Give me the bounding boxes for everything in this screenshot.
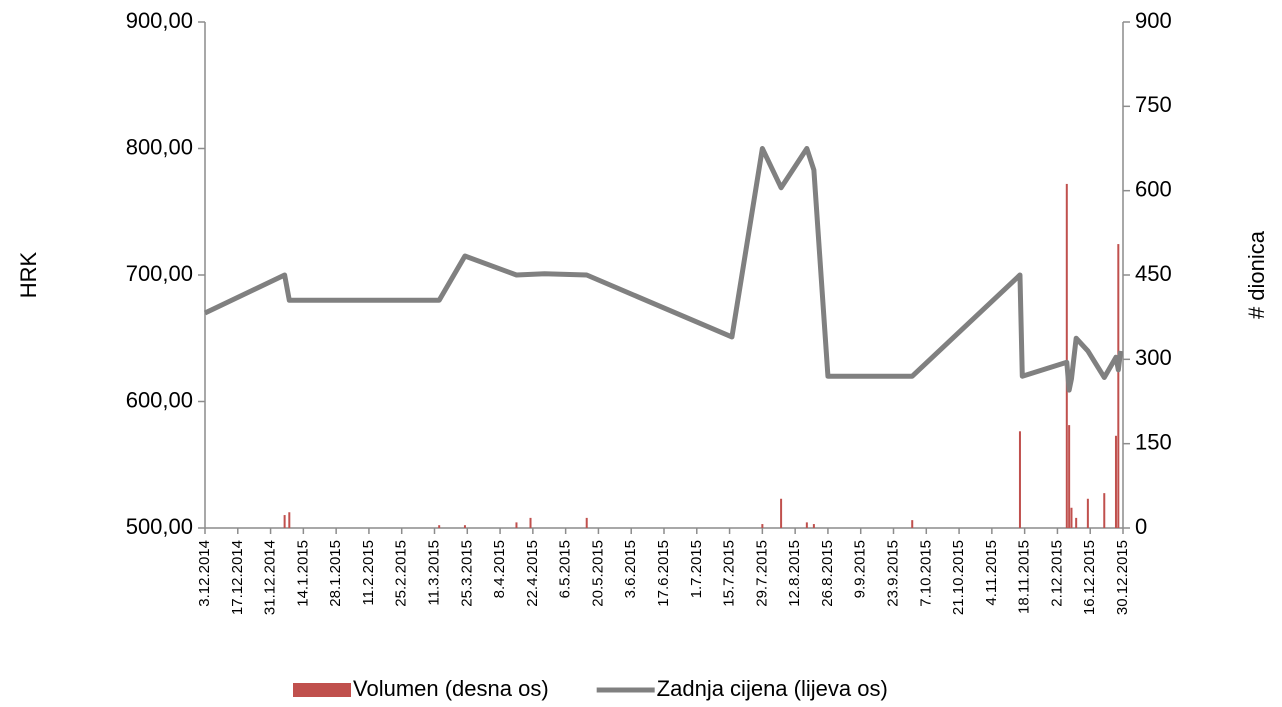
y2-tick-label: 150 xyxy=(1135,429,1172,454)
y2-tick-label: 300 xyxy=(1135,345,1172,370)
x-tick-label: 2.12.2015 xyxy=(1048,540,1065,607)
x-tick-label: 21.10.2015 xyxy=(950,540,967,615)
y2-tick-label: 750 xyxy=(1135,92,1172,117)
bar xyxy=(911,520,914,528)
x-tick-label: 25.3.2015 xyxy=(458,540,475,607)
bar xyxy=(1070,507,1073,528)
y2-tick-label: 450 xyxy=(1135,261,1172,286)
y-tick-label: 900,00 xyxy=(126,8,193,33)
x-tick-label: 18.11.2015 xyxy=(1016,540,1033,614)
x-tick-label: 1.7.2015 xyxy=(688,540,705,598)
x-tick-label: 20.5.2015 xyxy=(589,540,606,607)
y2-axis-title: # dionica xyxy=(1244,230,1269,319)
x-tick-label: 28.1.2015 xyxy=(327,540,344,607)
legend-swatch xyxy=(293,683,351,697)
bar xyxy=(812,524,815,528)
y-tick-label: 700,00 xyxy=(126,261,193,286)
bar xyxy=(1103,493,1106,528)
bar xyxy=(515,522,518,528)
x-tick-label: 7.10.2015 xyxy=(917,540,934,607)
x-tick-label: 17.6.2015 xyxy=(655,540,672,607)
bar xyxy=(780,498,783,528)
bar xyxy=(585,517,588,528)
bar xyxy=(463,525,466,528)
legend-label: Volumen (desna os) xyxy=(353,676,549,701)
x-tick-label: 14.1.2015 xyxy=(294,540,311,607)
x-tick-label: 8.4.2015 xyxy=(491,540,508,598)
legend-label: Zadnja cijena (lijeva os) xyxy=(657,676,888,701)
bar xyxy=(1117,244,1120,529)
bar xyxy=(761,524,764,528)
bar xyxy=(1018,431,1021,528)
x-tick-label: 4.11.2015 xyxy=(983,540,1000,606)
x-tick-label: 30.12.2015 xyxy=(1114,540,1131,615)
bar xyxy=(529,517,532,528)
y2-tick-label: 900 xyxy=(1135,8,1172,33)
y-tick-label: 800,00 xyxy=(126,134,193,159)
bar xyxy=(1068,425,1071,528)
bar xyxy=(283,515,286,528)
bar xyxy=(805,522,808,528)
x-tick-label: 23.9.2015 xyxy=(884,540,901,607)
x-tick-label: 3.6.2015 xyxy=(622,540,639,598)
x-tick-label: 25.2.2015 xyxy=(393,540,410,607)
line xyxy=(203,146,1124,393)
x-tick-label: 16.12.2015 xyxy=(1081,540,1098,615)
x-tick-label: 26.8.2015 xyxy=(819,540,836,607)
x-tick-label: 9.9.2015 xyxy=(852,540,869,598)
x-tick-label: 11.2.2015 xyxy=(360,540,377,606)
x-tick-label: 12.8.2015 xyxy=(786,540,803,607)
x-tick-label: 31.12.2014 xyxy=(262,540,279,615)
bar xyxy=(1065,183,1068,529)
y2-tick-label: 600 xyxy=(1135,176,1172,201)
x-tick-label: 6.5.2015 xyxy=(557,540,574,598)
y-tick-label: 600,00 xyxy=(126,387,193,412)
x-tick-label: 15.7.2015 xyxy=(721,540,738,607)
bar xyxy=(438,525,441,528)
x-tick-label: 29.7.2015 xyxy=(753,540,770,607)
bar xyxy=(1086,498,1089,528)
x-tick-label: 3.12.2014 xyxy=(196,540,213,607)
x-tick-label: 11.3.2015 xyxy=(425,540,442,606)
x-tick-label: 17.12.2014 xyxy=(229,540,246,615)
bar xyxy=(288,512,291,528)
x-tick-label: 22.4.2015 xyxy=(524,540,541,607)
bar xyxy=(1075,517,1078,528)
y2-tick-label: 0 xyxy=(1135,514,1147,539)
y-tick-label: 500,00 xyxy=(126,514,193,539)
y-axis-title: HRK xyxy=(16,251,41,298)
bar xyxy=(1114,435,1117,528)
